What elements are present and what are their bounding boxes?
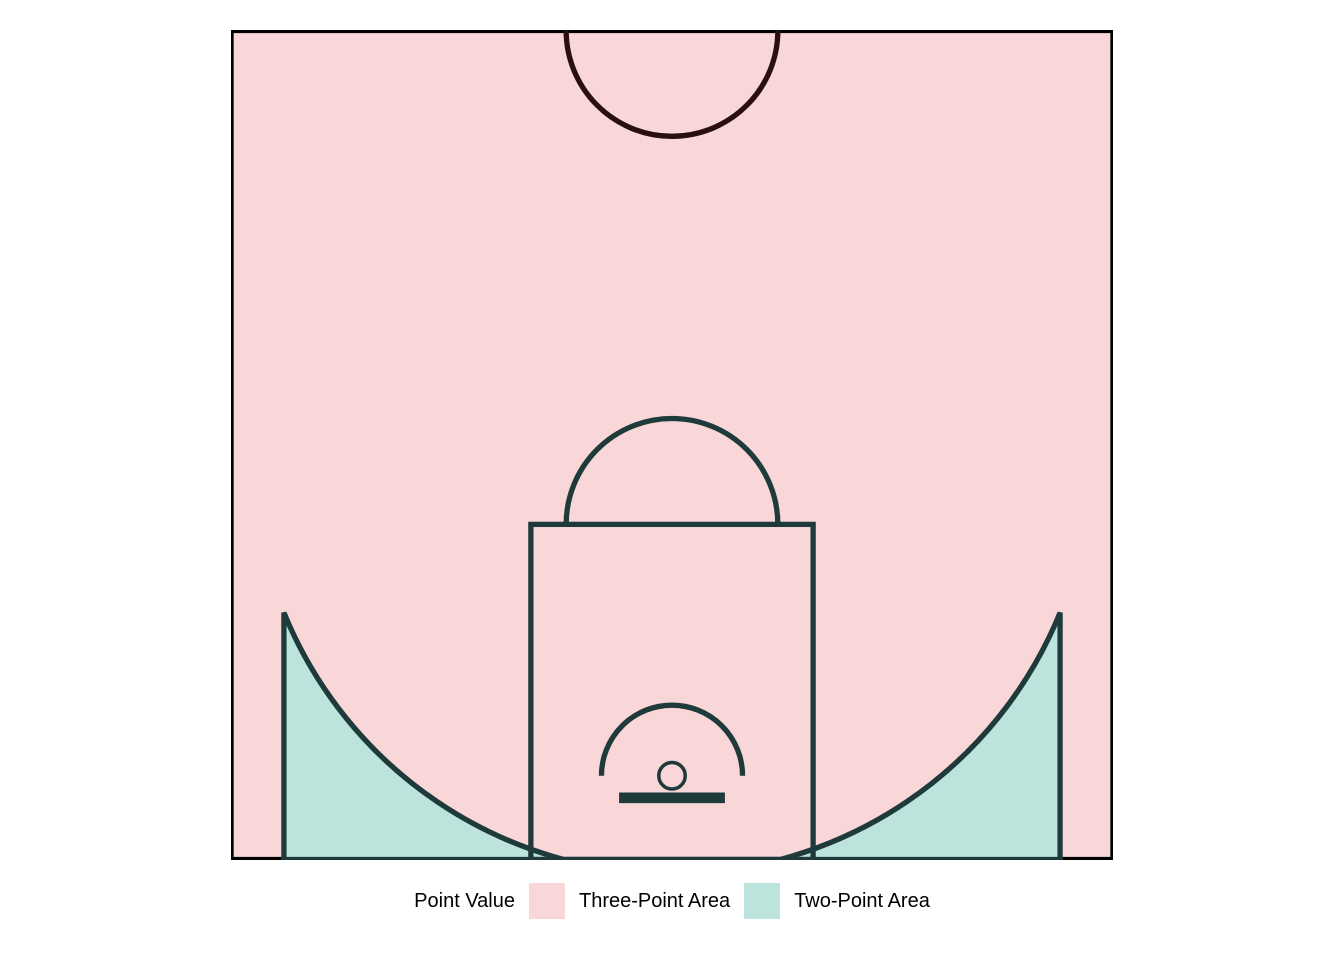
legend-label-three-point: Three-Point Area <box>579 890 730 913</box>
legend-swatch-two-point <box>744 883 780 919</box>
court-diagram <box>231 30 1113 865</box>
legend: Point Value Three-Point Area Two-Point A… <box>414 883 930 919</box>
legend-swatch-three-point <box>529 883 565 919</box>
legend-label-two-point: Two-Point Area <box>794 890 930 913</box>
basketball-half-court <box>231 30 1113 860</box>
legend-title: Point Value <box>414 890 515 913</box>
